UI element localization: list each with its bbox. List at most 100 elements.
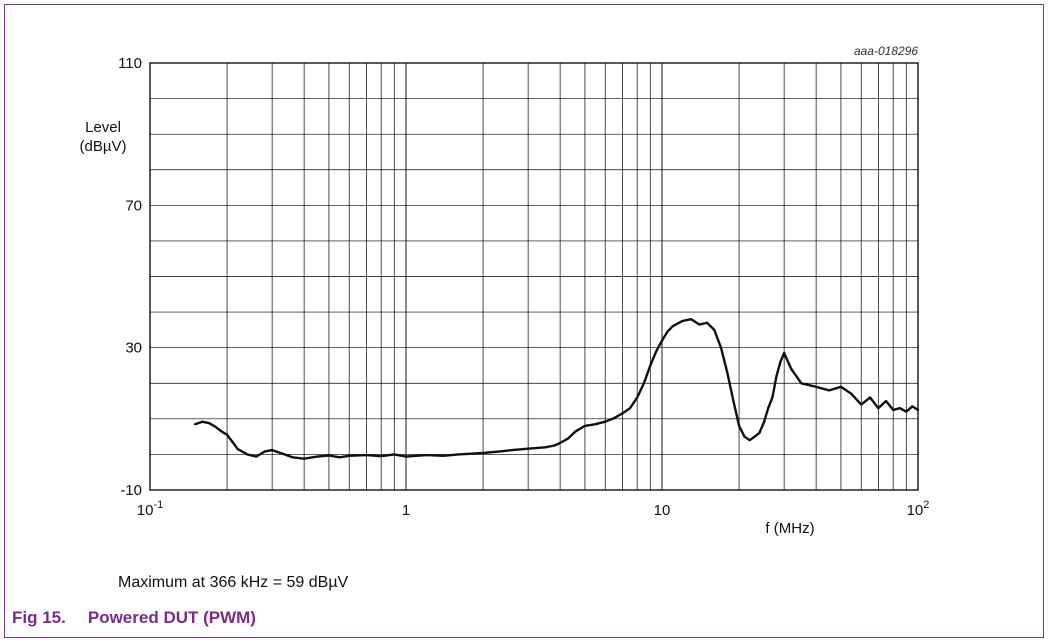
data-point xyxy=(338,456,341,459)
data-point xyxy=(583,424,587,428)
data-point xyxy=(574,430,577,433)
y-tick-label: -10 xyxy=(120,482,142,499)
data-point xyxy=(527,447,530,450)
plot-border xyxy=(149,62,919,491)
series-points-1 xyxy=(193,318,920,460)
data-point xyxy=(263,450,266,453)
data-point xyxy=(860,403,863,406)
data-point xyxy=(193,423,197,426)
data-point xyxy=(671,325,674,328)
data-point xyxy=(779,360,782,363)
data-point xyxy=(404,455,408,458)
data-point xyxy=(470,452,473,455)
data-point xyxy=(666,330,669,333)
data-point xyxy=(743,435,746,438)
data-point xyxy=(231,440,234,444)
data-point xyxy=(655,350,658,353)
data-point xyxy=(225,433,229,436)
data-point xyxy=(457,453,460,456)
data-point xyxy=(365,454,368,457)
data-point xyxy=(442,454,445,457)
data-point xyxy=(737,424,741,428)
figure-number: Fig 15. xyxy=(12,608,66,627)
data-point xyxy=(839,385,843,388)
x-tick-labels: 10-1 1 10 102 xyxy=(137,499,930,519)
data-point xyxy=(380,455,383,458)
data-point xyxy=(911,405,914,408)
data-point xyxy=(660,339,664,342)
data-point xyxy=(877,407,880,410)
figure-title: Powered DUT (PWM) xyxy=(87,608,256,627)
data-point xyxy=(207,422,211,425)
data-point xyxy=(869,396,872,399)
data-point xyxy=(246,453,249,456)
data-point xyxy=(815,385,818,388)
data-point xyxy=(681,319,684,323)
data-point xyxy=(255,455,258,458)
y-axis-label-line1: Level xyxy=(85,119,121,136)
data-point xyxy=(291,456,294,459)
data-point xyxy=(271,449,274,452)
data-point xyxy=(544,446,547,449)
data-point xyxy=(481,451,485,455)
data-point xyxy=(425,454,428,457)
data-point xyxy=(553,444,556,447)
data-point xyxy=(214,425,217,428)
x-tick-label: 10-1 xyxy=(137,499,163,519)
data-point xyxy=(713,328,716,331)
data-point xyxy=(783,351,786,355)
data-point xyxy=(567,437,570,440)
y-axis-label-line2: (dBµV) xyxy=(80,138,127,155)
y-tick-label: 70 xyxy=(125,197,142,214)
data-point xyxy=(393,453,396,456)
data-point xyxy=(511,449,514,452)
trace-layer xyxy=(193,318,920,460)
x-axis-label: f (MHz) xyxy=(765,520,814,537)
data-point xyxy=(636,396,639,399)
data-point xyxy=(236,447,239,451)
data-point xyxy=(898,407,902,410)
data-point xyxy=(748,439,751,442)
data-point xyxy=(732,399,735,403)
data-point xyxy=(621,412,624,415)
chart-grid xyxy=(150,63,918,490)
data-point xyxy=(348,454,351,457)
data-point xyxy=(762,421,765,424)
y-tick-label: 110 xyxy=(118,55,142,72)
data-point xyxy=(753,435,756,438)
data-point xyxy=(698,323,701,326)
data-point xyxy=(327,454,331,457)
data-point xyxy=(690,318,693,321)
data-point xyxy=(790,367,793,371)
data-point xyxy=(767,407,770,410)
figure-caption: Fig 15. Powered DUT (PWM) xyxy=(12,608,256,628)
data-point xyxy=(628,407,632,410)
data-point xyxy=(316,455,319,458)
data-point xyxy=(726,371,729,374)
data-point xyxy=(303,457,306,460)
data-point xyxy=(613,417,616,420)
data-point xyxy=(828,389,831,392)
figure-id: aaa-018296 xyxy=(854,44,918,58)
data-point xyxy=(281,452,284,455)
data-point xyxy=(649,364,652,367)
x-tick-label: 102 xyxy=(907,499,930,519)
data-point xyxy=(201,420,204,423)
data-point xyxy=(719,346,723,349)
data-point xyxy=(497,450,500,453)
data-point xyxy=(642,382,646,385)
x-tick-label: 10 xyxy=(654,502,671,519)
data-point xyxy=(884,399,888,403)
x-tick-label: 1 xyxy=(402,502,410,519)
data-point xyxy=(705,321,709,324)
data-point xyxy=(800,382,803,385)
figure-frame xyxy=(4,4,1044,638)
data-point xyxy=(850,392,853,396)
data-point xyxy=(758,431,761,435)
data-point xyxy=(604,420,607,423)
series-line-1 xyxy=(194,318,919,460)
data-point xyxy=(220,430,223,433)
data-point xyxy=(905,410,908,413)
data-point xyxy=(775,375,778,378)
